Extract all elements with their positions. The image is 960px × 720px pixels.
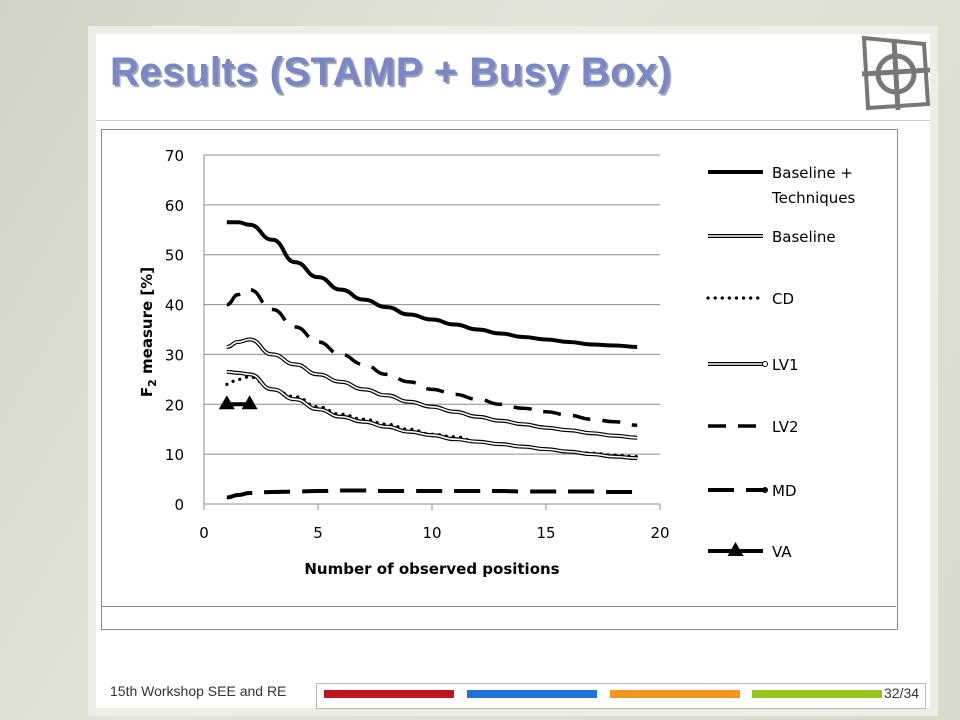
series-md-line <box>226 488 638 500</box>
legend-lv1-label: LV1 <box>772 356 799 374</box>
series-lines <box>218 220 639 500</box>
y-axis-label: F2 measure [%] <box>138 267 159 397</box>
axes: 0 10 20 30 40 50 60 70 0 5 10 15 20 <box>165 147 670 542</box>
series-va-marker <box>241 395 258 410</box>
series-lv1-line-inner <box>226 371 638 459</box>
x-tick-label: 15 <box>536 524 555 542</box>
footer-workshop: 15th Workshop SEE and RE <box>110 683 287 699</box>
gridlines <box>204 154 660 455</box>
legend-lv2-label: LV2 <box>772 418 799 436</box>
y-tick-label: 30 <box>165 346 184 364</box>
chart-container <box>101 129 898 630</box>
x-axis-label: Number of observed positions <box>304 560 559 578</box>
legend-lv1-dot <box>762 361 768 367</box>
y-tick-label: 20 <box>165 396 184 414</box>
legend-va-marker <box>727 542 744 556</box>
legend-md-dot <box>762 487 768 493</box>
series-lv2-line <box>226 287 638 427</box>
legend-md-label: MD <box>772 482 797 500</box>
series-baseline-techniques-line <box>226 220 638 349</box>
legend-cd-label: CD <box>772 290 794 308</box>
footer-bar-blue <box>467 690 597 698</box>
title-divider <box>96 120 930 121</box>
x-tick-label: 20 <box>650 524 669 542</box>
legend-baseline-label: Baseline <box>772 228 836 246</box>
legend-baseline-label: Baseline + <box>772 164 853 182</box>
y-tick-label: 0 <box>174 496 184 514</box>
series-baseline-line-inner <box>226 338 638 439</box>
x-tick-label: 5 <box>313 524 323 542</box>
legend: Baseline + Techniques Baseline CD LV1 LV2 MD VA <box>706 164 856 561</box>
x-tick-label: 0 <box>199 524 209 542</box>
slide-title: Results (STAMP + Busy Box) <box>110 50 672 94</box>
y-tick-label: 70 <box>165 147 184 165</box>
footer-bar-red <box>324 690 454 698</box>
footer-bar-orange <box>610 690 740 698</box>
x-tick-label: 10 <box>422 524 441 542</box>
y-tick-label: 10 <box>165 446 184 464</box>
y-tick-label: 40 <box>165 297 184 315</box>
chart-lower-divider <box>101 606 896 607</box>
series-va-marker <box>218 395 235 410</box>
y-tick-label: 50 <box>165 247 184 265</box>
legend-baseline-label-2: Techniques <box>771 189 856 207</box>
y-tick-label: 60 <box>165 197 184 215</box>
legend-va-label: VA <box>772 543 792 561</box>
institution-logo-icon <box>861 35 930 111</box>
page-number: 32/34 <box>884 685 920 701</box>
footer-bar-green <box>752 690 882 698</box>
